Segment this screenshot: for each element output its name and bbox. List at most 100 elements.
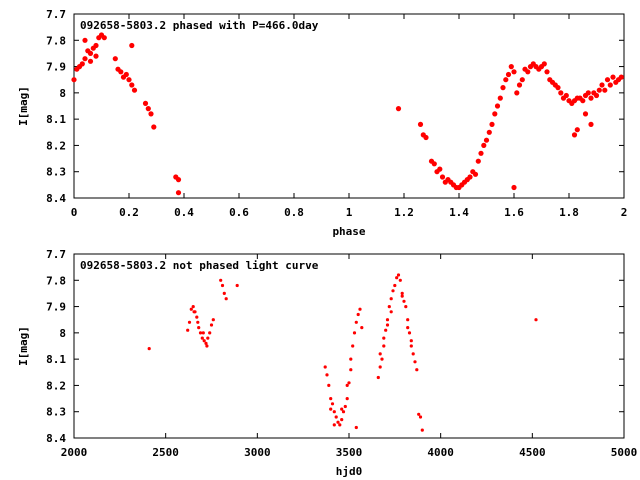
data-point	[329, 397, 333, 401]
y-tick-label: 7.9	[46, 61, 66, 74]
data-point	[525, 69, 531, 75]
data-point	[354, 320, 358, 324]
data-point	[189, 307, 193, 311]
x-axis-label: hjd0	[336, 465, 363, 478]
x-tick-label: 0.2	[119, 206, 139, 219]
data-point	[71, 77, 77, 83]
data-point	[356, 312, 360, 317]
data-point	[497, 95, 503, 101]
data-point	[195, 315, 199, 319]
data-point	[202, 339, 206, 343]
data-point	[472, 171, 479, 177]
data-point	[211, 318, 215, 322]
x-tick-label: 4500	[519, 446, 546, 459]
data-point	[478, 150, 484, 156]
data-point	[516, 82, 523, 88]
data-point	[327, 383, 331, 387]
data-point	[593, 92, 600, 99]
y-axis-label: I[mag]	[17, 326, 30, 366]
data-point	[596, 87, 602, 93]
x-tick-label: 1.2	[394, 206, 414, 219]
data-point	[563, 92, 569, 99]
y-tick-label: 8.4	[46, 192, 66, 205]
data-point	[519, 77, 525, 83]
data-point	[204, 341, 208, 345]
data-point	[423, 134, 429, 141]
data-point	[439, 174, 446, 180]
data-point	[505, 71, 512, 78]
x-tick-label: 3500	[336, 446, 363, 459]
data-point	[196, 320, 200, 324]
data-point	[544, 69, 550, 75]
data-point	[378, 365, 382, 369]
y-tick-label: 7.8	[46, 274, 66, 287]
data-point	[413, 360, 417, 364]
data-point	[209, 323, 214, 327]
data-point	[406, 318, 410, 322]
data-point	[395, 106, 402, 112]
y-tick-label: 8.4	[46, 432, 66, 445]
x-axis-label: phase	[332, 225, 365, 238]
data-point	[511, 69, 517, 75]
data-point	[382, 344, 386, 348]
data-point	[400, 291, 404, 295]
data-point	[420, 428, 424, 432]
data-point	[415, 368, 419, 372]
data-point	[411, 352, 415, 356]
data-point	[345, 383, 349, 387]
x-tick-label: 1.8	[559, 206, 579, 219]
data-point	[352, 331, 357, 335]
unphased-light-curve-panel: 2000 2500 3000 3500 4000 4500 5000 7.7 7.8 7.9 8 8.…	[17, 248, 637, 478]
data-point	[389, 310, 393, 314]
y-tick-label: 7.8	[46, 34, 66, 47]
data-point	[187, 320, 192, 324]
data-point	[82, 37, 88, 43]
data-point	[385, 323, 390, 327]
data-point	[431, 161, 437, 167]
data-point	[334, 415, 338, 419]
x-tick-label: 0.4	[174, 206, 194, 219]
y-tick-label: 7.7	[46, 248, 66, 261]
data-point	[198, 331, 203, 335]
data-point	[407, 331, 412, 335]
y-tick-label: 8.2	[46, 379, 66, 392]
data-point	[494, 103, 501, 109]
data-point	[142, 100, 149, 106]
x-tick-label: 2	[621, 206, 628, 219]
data-point	[112, 56, 118, 62]
data-point	[585, 90, 591, 96]
x-tick-label: 0.8	[284, 206, 304, 219]
data-point	[101, 35, 107, 41]
data-point	[582, 111, 589, 117]
data-point	[343, 404, 347, 409]
data-point	[607, 82, 613, 88]
data-point	[129, 82, 135, 88]
data-point	[384, 328, 388, 332]
data-point	[599, 82, 605, 88]
data-point	[514, 90, 520, 96]
chart-title: 092658-5803.2 not phased light curve	[80, 259, 319, 272]
data-point	[120, 74, 127, 80]
y-tick-label: 8.2	[46, 139, 66, 152]
data-point	[175, 177, 182, 183]
data-point	[131, 87, 138, 93]
data-point	[571, 132, 578, 138]
y-tick-label: 8	[59, 327, 66, 340]
data-point	[87, 50, 94, 57]
data-point	[574, 127, 580, 133]
data-point	[126, 77, 132, 83]
data-point	[332, 423, 336, 427]
x-tick-label: 5000	[611, 446, 638, 459]
data-point	[492, 111, 498, 117]
data-point	[151, 124, 157, 130]
data-point	[511, 184, 517, 191]
data-point	[224, 297, 228, 301]
data-point	[602, 87, 608, 93]
data-point	[208, 331, 212, 335]
data-point	[396, 273, 401, 277]
data-point	[503, 77, 509, 83]
data-point	[393, 283, 397, 288]
plot-frame	[73, 13, 625, 199]
y-axis-label: I[mag]	[17, 86, 30, 126]
data-point	[391, 289, 395, 293]
